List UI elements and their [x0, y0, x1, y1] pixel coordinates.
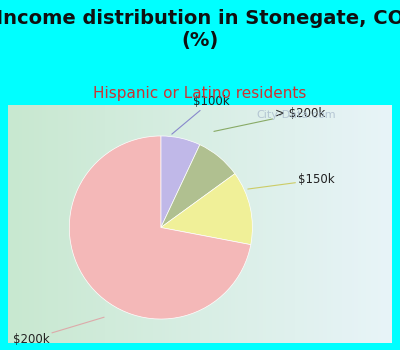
Text: $200k: $200k: [12, 317, 104, 346]
Wedge shape: [161, 174, 252, 245]
Wedge shape: [161, 136, 200, 228]
Text: Income distribution in Stonegate, CO
(%): Income distribution in Stonegate, CO (%): [0, 9, 400, 50]
Text: $100k: $100k: [172, 95, 230, 134]
Text: Hispanic or Latino residents: Hispanic or Latino residents: [93, 86, 307, 101]
Text: $150k: $150k: [248, 173, 335, 189]
Wedge shape: [69, 136, 251, 319]
Wedge shape: [161, 145, 235, 228]
Text: > $200k: > $200k: [214, 107, 326, 131]
Text: City-Data.com: City-Data.com: [256, 110, 336, 120]
